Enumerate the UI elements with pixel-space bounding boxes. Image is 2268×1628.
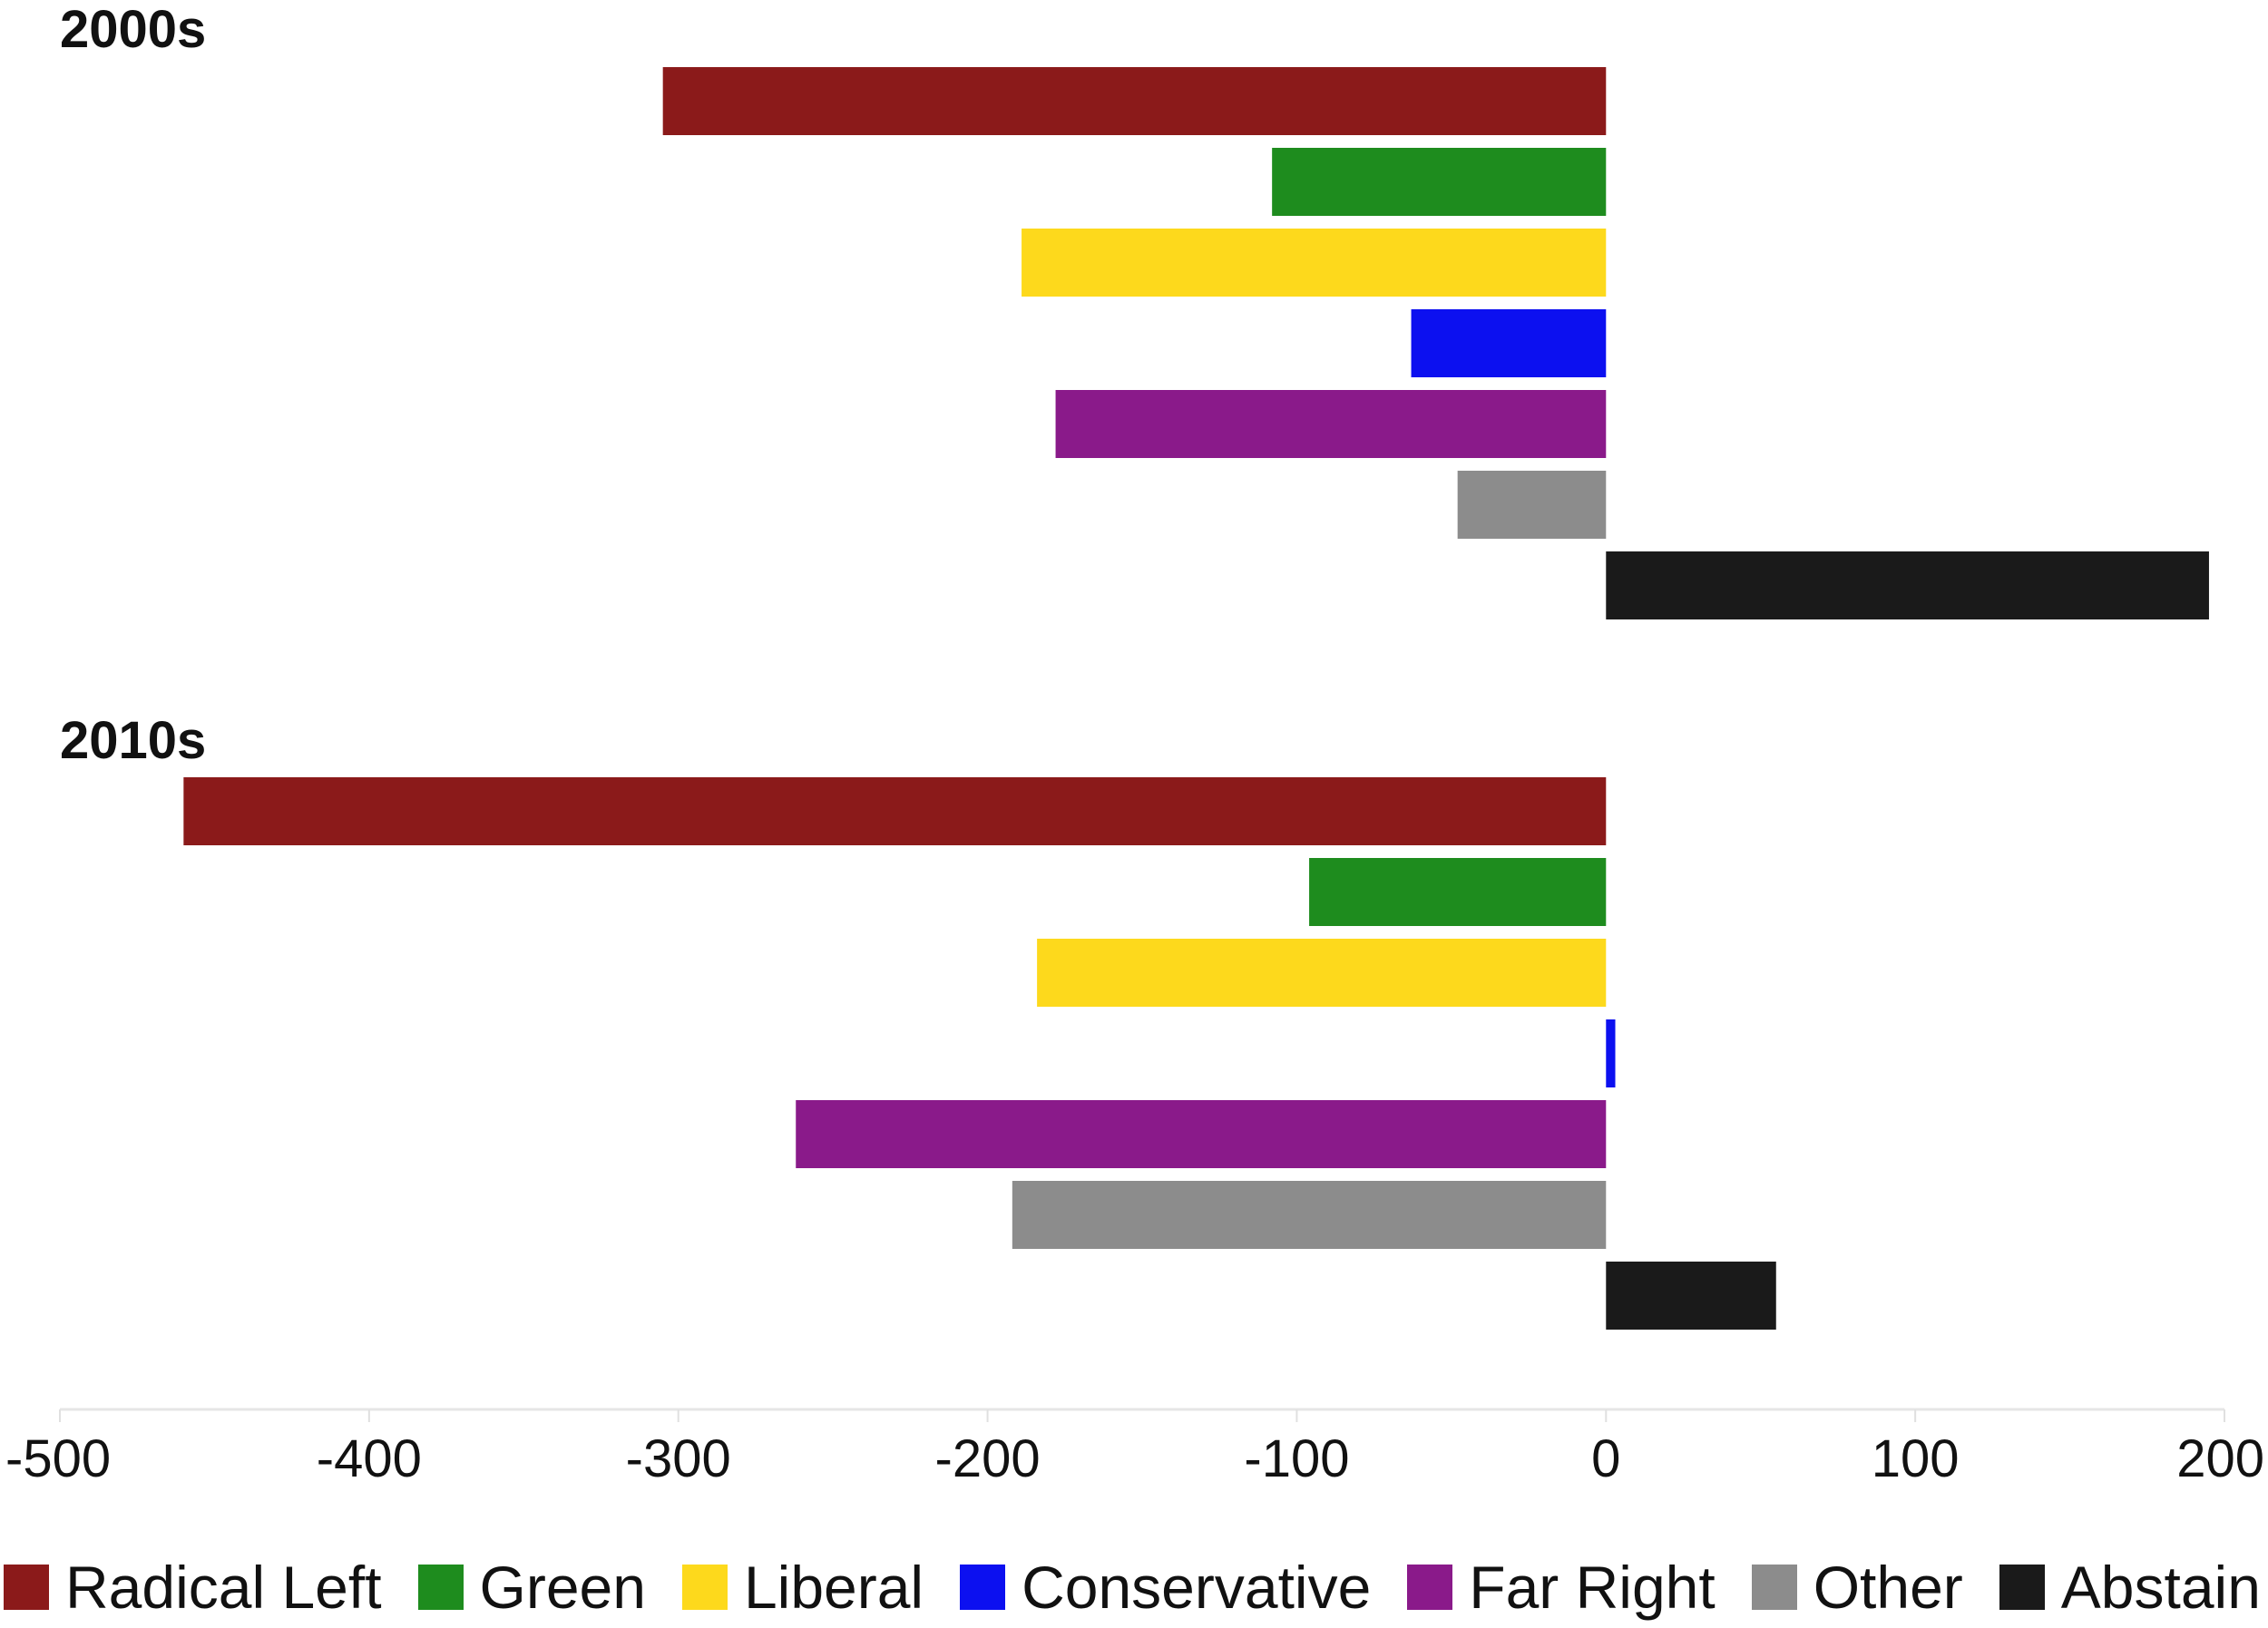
- panel-title-2010s: 2010s: [60, 711, 206, 770]
- chart-canvas: 2000s 2010s -500 -400 -300 -200 -100 0 100 200: [5, 0, 2264, 1488]
- legend-item-conservative: Conservative: [960, 1553, 1371, 1622]
- legend-item-green: Green: [417, 1553, 646, 1622]
- legend-swatch-abstain: [1999, 1565, 2045, 1610]
- x-tick-label: -400: [317, 1429, 422, 1488]
- legend-item-radical-left: Radical Left: [4, 1553, 382, 1622]
- bar-2010s-liberal: [1037, 939, 1607, 1007]
- bar-2000s-far-right: [1055, 390, 1607, 458]
- x-tick-label: -300: [626, 1429, 731, 1488]
- x-axis-ticks: -500 -400 -300 -200 -100 0 100 200: [5, 1409, 2264, 1488]
- legend-item-far-right: Far Right: [1407, 1553, 1716, 1622]
- x-tick-label: 200: [2176, 1429, 2264, 1488]
- x-tick-label: -200: [935, 1429, 1041, 1488]
- legend-item-abstain: Abstain: [1999, 1553, 2261, 1622]
- bar-2010s-radical-left: [183, 777, 1607, 845]
- legend-label-other: Other: [1813, 1554, 1963, 1621]
- bar-2000s-radical-left: [662, 67, 1607, 135]
- legend-swatch-conservative: [960, 1565, 1006, 1610]
- legend-label-radical-left: Radical Left: [65, 1554, 382, 1621]
- legend-swatch-far-right: [1407, 1565, 1453, 1610]
- legend: Radical Left Green Liberal Conservative …: [0, 1551, 2268, 1623]
- bar-2000s-green: [1272, 148, 1607, 216]
- bar-2000s-other: [1457, 471, 1607, 539]
- legend-label-conservative: Conservative: [1022, 1554, 1372, 1621]
- bar-2010s-abstain: [1606, 1262, 1776, 1330]
- bar-2000s-liberal: [1022, 229, 1607, 297]
- bar-2010s-green: [1309, 858, 1607, 926]
- bar-2010s-far-right: [796, 1100, 1607, 1168]
- x-tick-label: 0: [1591, 1429, 1620, 1488]
- x-tick-label: 100: [1872, 1429, 1960, 1488]
- legend-label-liberal: Liberal: [743, 1554, 924, 1621]
- legend-label-abstain: Abstain: [2060, 1554, 2261, 1621]
- x-tick-label: -100: [1244, 1429, 1349, 1488]
- bar-2010s-conservative: [1606, 1019, 1616, 1087]
- legend-swatch-green: [417, 1565, 464, 1610]
- legend-swatch-liberal: [681, 1565, 728, 1610]
- bar-2010s-other: [1012, 1181, 1607, 1249]
- legend-item-liberal: Liberal: [681, 1553, 924, 1622]
- bar-2000s-abstain: [1606, 551, 2209, 619]
- legend-swatch-radical-left: [4, 1565, 49, 1610]
- legend-swatch-other: [1751, 1565, 1797, 1610]
- x-tick-label: -500: [5, 1429, 111, 1488]
- legend-label-green: Green: [479, 1554, 646, 1621]
- panel-title-2000s: 2000s: [60, 0, 206, 59]
- bar-2000s-conservative: [1411, 309, 1607, 377]
- legend-label-far-right: Far Right: [1469, 1554, 1716, 1621]
- bars-group: [183, 67, 2209, 1330]
- legend-item-other: Other: [1751, 1553, 1963, 1622]
